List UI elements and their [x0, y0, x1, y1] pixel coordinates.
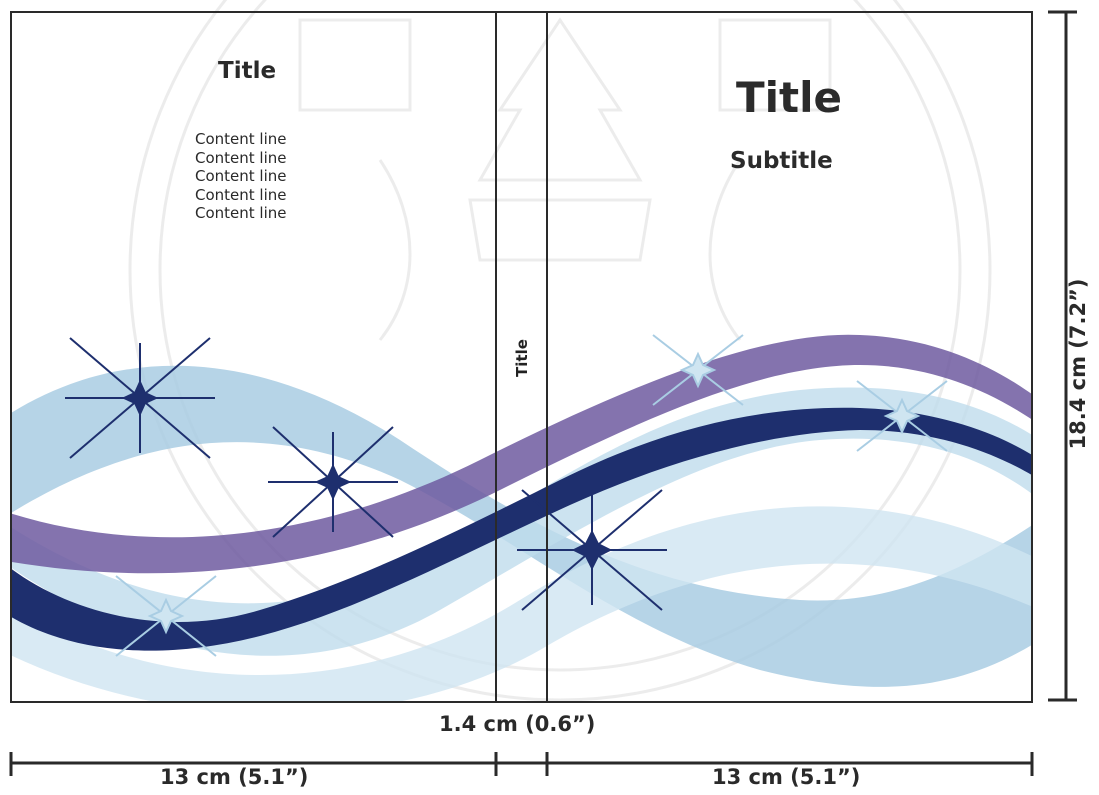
watermark-seal — [128, 0, 992, 702]
front-width-label: 13 cm (5.1”) — [712, 765, 861, 789]
front-cover-subtitle: Subtitle — [730, 148, 833, 174]
content-line: Content line — [195, 185, 287, 204]
spine-width-label: 1.4 cm (0.6”) — [439, 712, 596, 736]
back-cover-content: Content line Content line Content line C… — [195, 130, 287, 223]
front-cover-title: Title — [736, 73, 843, 122]
content-line: Content line — [195, 148, 287, 167]
content-line: Content line — [195, 204, 287, 223]
dimension-lines — [9, 10, 1077, 776]
sparkles — [65, 334, 948, 657]
spine-title: Title — [513, 339, 531, 377]
height-label: 18.4 cm (7.2”) — [1066, 278, 1090, 450]
content-line: Content line — [195, 130, 287, 148]
back-width-label: 13 cm (5.1”) — [160, 765, 309, 789]
cover-outline — [10, 11, 1033, 703]
content-line: Content line — [195, 167, 287, 186]
back-cover-title: Title — [218, 58, 277, 84]
wave-navy — [11, 407, 1032, 651]
wave-purple — [11, 334, 1032, 574]
